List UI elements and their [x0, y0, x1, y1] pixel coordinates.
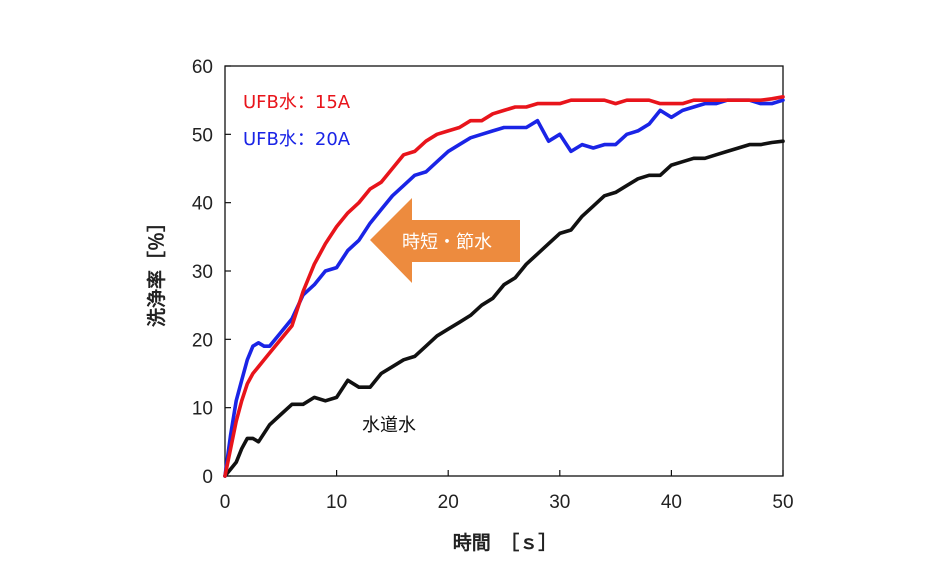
x-tick-label: 0	[220, 492, 231, 513]
y-tick-label: 40	[192, 194, 213, 215]
series-line-2	[223, 139, 785, 478]
y-tick-label: 60	[192, 57, 213, 78]
series-lines	[223, 95, 785, 478]
left-arrow-icon	[370, 198, 520, 283]
y-tick-label: 20	[192, 330, 213, 351]
x-tick-label: 20	[438, 492, 459, 513]
x-tick-label: 10	[326, 492, 347, 513]
tap-water-label: 水道水	[362, 415, 416, 436]
y-tick-label: 50	[192, 125, 213, 146]
y-axis-title: 洗浄率［％］	[145, 213, 168, 327]
x-tick-label: 50	[772, 492, 793, 513]
time-saving-arrow: 時短・節水	[370, 198, 520, 283]
y-tick-label: 30	[192, 262, 213, 283]
x-tick-label: 40	[661, 492, 682, 513]
legend-label-ufb-20a: UFB水：20A	[243, 129, 351, 150]
y-axis-ticks: 0 10 20 30 40 50 60	[192, 57, 231, 488]
y-tick-label: 10	[192, 399, 213, 420]
legend-label-ufb-15a: UFB水：15A	[243, 92, 351, 113]
x-axis-ticks: 0 10 20 30 40 50	[220, 470, 794, 513]
legend: UFB水：15A UFB水：20A	[243, 92, 351, 150]
series-line-0	[223, 95, 785, 478]
x-axis-title: 時間 ［ｓ］	[453, 531, 558, 554]
arrow-label: 時短・節水	[402, 232, 492, 253]
y-tick-label: 0	[202, 467, 213, 488]
x-tick-label: 30	[549, 492, 570, 513]
series-line-1	[223, 98, 785, 478]
